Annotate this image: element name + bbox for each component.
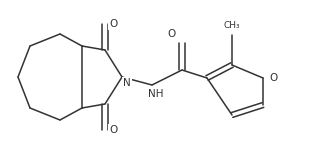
Text: N: N: [123, 78, 131, 88]
Text: CH₃: CH₃: [224, 21, 240, 30]
Text: O: O: [109, 19, 117, 29]
Text: O: O: [269, 73, 277, 83]
Text: NH: NH: [148, 89, 164, 99]
Text: O: O: [109, 125, 117, 135]
Text: O: O: [168, 29, 176, 39]
